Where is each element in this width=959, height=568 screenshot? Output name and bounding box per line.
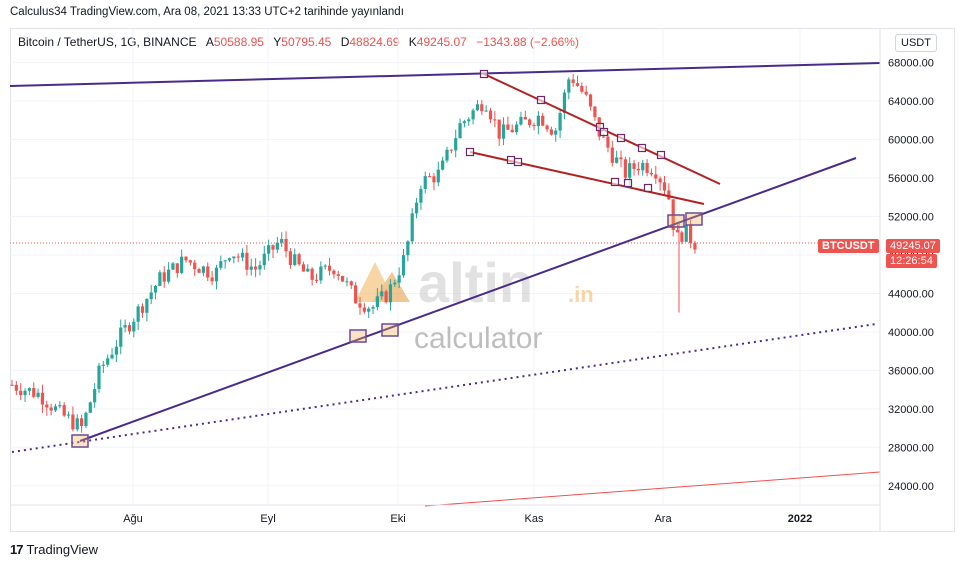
legend-open: 50588.95 <box>213 35 264 49</box>
legend-open-label: A <box>205 35 214 49</box>
last-price-symbol: BTCUSDT <box>818 239 879 253</box>
legend-symbol: Bitcoin / TetherUS, 1G, BINANCE <box>18 35 197 49</box>
currency-button[interactable]: USDT <box>895 34 937 52</box>
last-price-value: 49245.07 <box>886 239 940 253</box>
legend-high-label: Y <box>273 35 282 49</box>
footer: 17 TradingView <box>10 542 98 557</box>
chart-frame <box>10 28 955 532</box>
legend-low: 48824.69 <box>349 35 400 49</box>
legend-high: 50795.45 <box>281 35 332 49</box>
legend-close-label: K <box>408 35 417 49</box>
published-line: Calculus34 TradingView.com, Ara 08, 2021… <box>10 6 404 18</box>
tradingview-brand[interactable]: TradingView <box>26 542 99 557</box>
chart-legend: Bitcoin / TetherUS, 1G, BINANCE A50588.9… <box>18 35 579 49</box>
legend-low-label: D <box>340 35 350 49</box>
legend-close: 49245.07 <box>416 35 467 49</box>
tradingview-logo-icon: 17 <box>10 542 24 557</box>
legend-change: −1343.88 (−2.66%) <box>476 35 579 49</box>
last-price-countdown: 12:26:54 <box>886 254 937 268</box>
